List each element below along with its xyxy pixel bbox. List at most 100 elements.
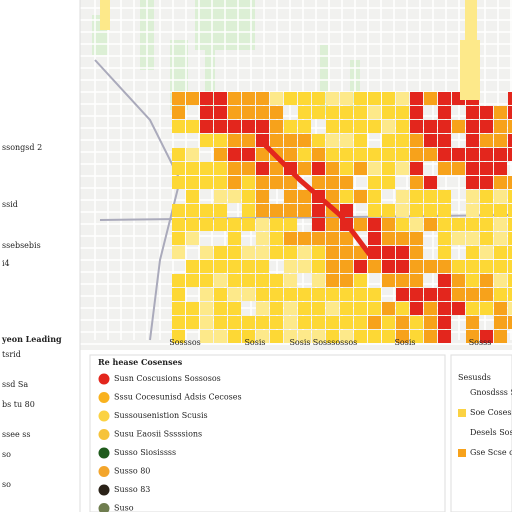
heat-cell: [452, 120, 465, 133]
heat-cell: [438, 330, 451, 343]
heat-cell: [466, 330, 479, 343]
heat-cell: [256, 274, 269, 287]
heat-cell: [438, 120, 451, 133]
heat-cell: [312, 162, 325, 175]
heat-cell: [368, 92, 381, 105]
heat-cell: [382, 246, 395, 259]
heat-cell: [200, 176, 213, 189]
heat-cell: [200, 204, 213, 217]
heat-cell: [508, 176, 512, 189]
heat-cell: [214, 106, 227, 119]
heat-cell: [410, 106, 423, 119]
heat-cell: [354, 316, 367, 329]
heat-cell: [326, 218, 339, 231]
legend-panel: [89, 354, 446, 513]
heat-cell: [382, 204, 395, 217]
heat-cell: [480, 274, 493, 287]
heat-cell: [340, 274, 353, 287]
heat-cell: [228, 260, 241, 273]
heat-cell: [354, 148, 367, 161]
heat-cell: [172, 316, 185, 329]
heat-cell: [368, 232, 381, 245]
heat-cell: [256, 260, 269, 273]
heat-cell: [424, 190, 437, 203]
heat-cell: [228, 232, 241, 245]
heat-cell: [424, 218, 437, 231]
heat-cell: [200, 120, 213, 133]
heat-cell: [312, 316, 325, 329]
heat-cell: [242, 176, 255, 189]
heat-cell: [354, 162, 367, 175]
heat-cell: [228, 176, 241, 189]
heat-cell: [242, 190, 255, 203]
heat-cell: [312, 274, 325, 287]
heat-cell: [256, 330, 269, 343]
heat-cell: [214, 330, 227, 343]
heat-cell: [424, 120, 437, 133]
heat-cell: [438, 232, 451, 245]
heat-cell: [368, 176, 381, 189]
legend-label: Sussousenistion Scusis: [114, 411, 208, 420]
sidebar-text: ssebsebis: [2, 241, 41, 250]
heat-cell: [354, 106, 367, 119]
heat-cell: [438, 260, 451, 273]
heat-cell: [172, 218, 185, 231]
heat-cell: [326, 246, 339, 259]
heat-cell: [284, 274, 297, 287]
heat-cell: [186, 162, 199, 175]
heat-cell: [438, 316, 451, 329]
heat-cell: [186, 260, 199, 273]
heat-cell: [410, 190, 423, 203]
heat-cell: [242, 218, 255, 231]
heat-cell: [368, 302, 381, 315]
legend-label: Susu Eaosii Sssssions: [114, 430, 202, 439]
heat-cell: [298, 92, 311, 105]
heat-cell: [466, 316, 479, 329]
heat-cell: [438, 246, 451, 259]
heat-cell: [256, 232, 269, 245]
heat-cell: [200, 106, 213, 119]
heat-cell: [396, 134, 409, 147]
heat-cell: [396, 120, 409, 133]
heat-cell: [200, 330, 213, 343]
heat-cell: [438, 162, 451, 175]
heat-cell: [410, 134, 423, 147]
heat-cell: [228, 316, 241, 329]
heat-cell: [340, 316, 353, 329]
heat-cell: [508, 288, 512, 301]
heat-cell: [200, 260, 213, 273]
heat-cell: [466, 162, 479, 175]
side-swatch: [458, 429, 466, 437]
map-label: Sosssos: [169, 338, 201, 347]
heat-cell: [340, 92, 353, 105]
heat-cell: [508, 204, 512, 217]
heat-cell: [298, 190, 311, 203]
heat-cell: [298, 106, 311, 119]
heat-cell: [396, 190, 409, 203]
heat-cell: [214, 246, 227, 259]
heat-cell: [424, 302, 437, 315]
heat-cell: [494, 162, 507, 175]
heat-cell: [480, 148, 493, 161]
heat-cell: [396, 148, 409, 161]
side-swatch: [458, 409, 466, 417]
heat-cell: [284, 260, 297, 273]
legend-swatch: [98, 466, 110, 477]
heat-cell: [452, 274, 465, 287]
heat-cell: [494, 106, 507, 119]
heat-cell: [340, 134, 353, 147]
heat-cell: [270, 162, 283, 175]
heat-cell: [242, 316, 255, 329]
heat-cell: [172, 92, 185, 105]
heat-cell: [480, 106, 493, 119]
heat-cell: [284, 288, 297, 301]
heat-cell: [340, 330, 353, 343]
heat-cell: [186, 316, 199, 329]
heat-cell: [508, 148, 512, 161]
heat-cell: [424, 148, 437, 161]
map-label: Sosssossos: [313, 338, 358, 347]
heat-cell: [410, 176, 423, 189]
legend-label: Susso 80: [114, 467, 150, 476]
heat-cell: [508, 246, 512, 259]
heat-cell: [452, 218, 465, 231]
